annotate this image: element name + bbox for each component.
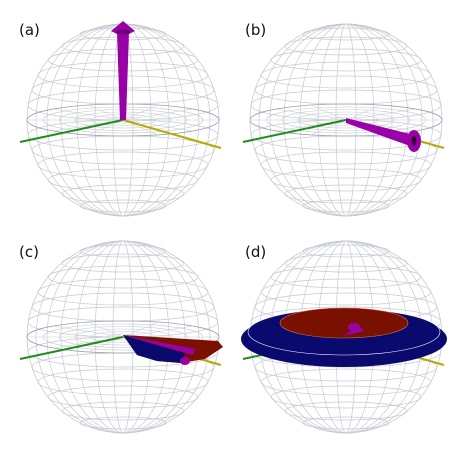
bloch-sphere-b <box>242 23 445 217</box>
panel-label-b: (b) <box>245 21 266 39</box>
evolution-surface-d <box>241 307 447 367</box>
bloch-sphere-c <box>19 240 223 434</box>
panel-b: (b) <box>242 21 445 217</box>
panel-label-d: (d) <box>245 243 266 261</box>
evolution-surface-c <box>123 335 223 365</box>
bloch-sphere-a <box>19 21 222 217</box>
state-vector-b <box>346 118 421 152</box>
panel-a: (a) <box>19 21 222 217</box>
state-vector-a <box>111 21 135 120</box>
panel-label-a: (a) <box>19 21 40 39</box>
panel-c: (c) <box>19 240 223 434</box>
panel-label-c: (c) <box>19 243 39 261</box>
panel-d: (d) <box>241 240 447 434</box>
bloch-sphere-d <box>241 240 447 434</box>
